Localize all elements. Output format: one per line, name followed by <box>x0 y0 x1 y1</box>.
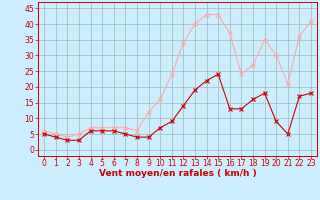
X-axis label: Vent moyen/en rafales ( km/h ): Vent moyen/en rafales ( km/h ) <box>99 169 256 178</box>
